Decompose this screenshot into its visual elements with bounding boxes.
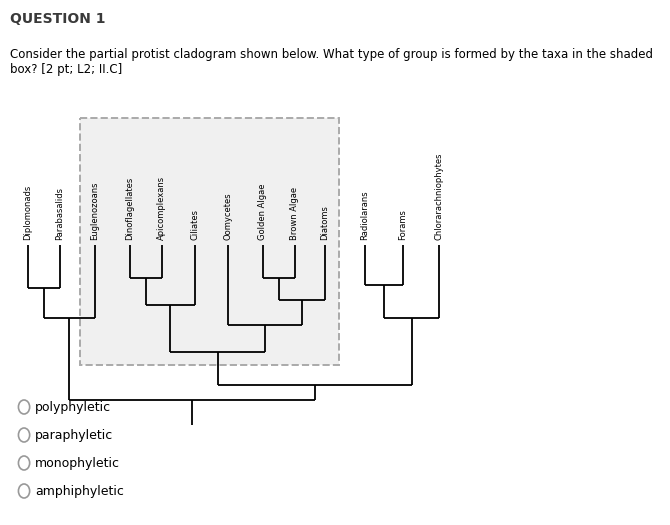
Text: polyphyletic: polyphyletic — [36, 401, 111, 414]
Text: QUESTION 1: QUESTION 1 — [9, 12, 105, 26]
Text: Diplomonads: Diplomonads — [23, 185, 33, 240]
Text: Brown Algae: Brown Algae — [290, 187, 299, 240]
Text: Ciliates: Ciliates — [190, 209, 199, 240]
Circle shape — [19, 400, 29, 414]
Text: Diatoms: Diatoms — [320, 205, 329, 240]
Text: Chlorarachniophytes: Chlorarachniophytes — [435, 152, 444, 240]
Circle shape — [19, 484, 29, 498]
Bar — [80, 118, 339, 365]
Text: Parabasalids: Parabasalids — [56, 187, 64, 240]
Text: Oomycetes: Oomycetes — [224, 192, 233, 240]
Text: paraphyletic: paraphyletic — [36, 428, 113, 442]
Text: Consider the partial protist cladogram shown below. What type of group is formed: Consider the partial protist cladogram s… — [9, 48, 653, 76]
Text: Forams: Forams — [399, 209, 407, 240]
Text: amphiphyletic: amphiphyletic — [36, 485, 124, 498]
Text: monophyletic: monophyletic — [36, 457, 120, 469]
Circle shape — [19, 428, 29, 442]
Circle shape — [19, 456, 29, 470]
Text: Dinoflagellates: Dinoflagellates — [125, 177, 134, 240]
Text: Golden Algae: Golden Algae — [259, 184, 267, 240]
Text: Euglenozoans: Euglenozoans — [90, 182, 99, 240]
Text: Apicomplexans: Apicomplexans — [157, 176, 166, 240]
Text: Radiolarans: Radiolarans — [360, 191, 369, 240]
